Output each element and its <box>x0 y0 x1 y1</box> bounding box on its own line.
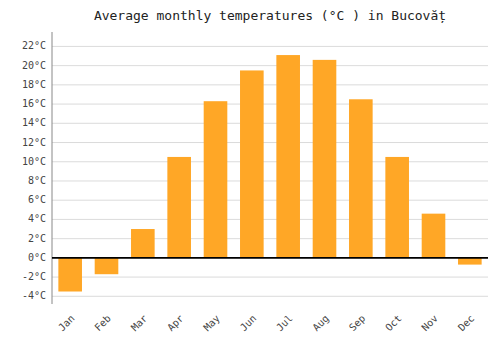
y-tick-label: 2°C <box>28 233 46 244</box>
bar <box>131 229 155 258</box>
x-tick-label: Feb <box>92 313 113 334</box>
bar <box>58 258 82 292</box>
grid-line <box>52 65 488 66</box>
y-tick-label: 22°C <box>22 40 46 51</box>
grid-line <box>52 161 488 162</box>
zero-line <box>52 257 488 259</box>
bar <box>95 258 119 274</box>
bar <box>167 157 191 258</box>
y-tick-label: 8°C <box>28 175 46 186</box>
x-tick-label: Sep <box>347 313 368 334</box>
bar <box>349 99 373 258</box>
grid-line <box>52 84 488 85</box>
grid-line <box>52 200 488 201</box>
x-tick-label: Nov <box>419 313 440 334</box>
grid-line <box>52 46 488 47</box>
bar <box>313 60 337 258</box>
grid <box>52 46 488 296</box>
y-tick-label: 10°C <box>22 156 46 167</box>
bars <box>58 55 481 291</box>
grid-line <box>52 277 488 278</box>
x-tick-label: Jul <box>274 313 295 334</box>
title: Average monthly temperatures (°C ) in Bu… <box>94 8 446 24</box>
bar <box>204 101 228 258</box>
bar <box>422 214 446 258</box>
y-tick-label: 14°C <box>22 117 46 128</box>
y-tick-label: -4°C <box>22 290 46 301</box>
y-tick-label: -2°C <box>22 271 46 282</box>
chart: Average monthly temperatures (°C ) in Bu… <box>0 0 500 350</box>
x-tick-label: Oct <box>383 313 404 334</box>
y-axis-line <box>52 32 53 304</box>
x-tick-label: Aug <box>310 313 331 334</box>
grid-line <box>52 123 488 124</box>
x-tick-label: Mar <box>129 313 150 334</box>
grid-line <box>52 142 488 143</box>
y-tick-label: 16°C <box>22 98 46 109</box>
y-tick-label: 4°C <box>28 213 46 224</box>
x-tick-label: Dec <box>456 313 477 334</box>
y-tick-label: 12°C <box>22 137 46 148</box>
x-tick-label: Jun <box>238 313 259 334</box>
bar <box>458 258 482 265</box>
grid-line <box>52 257 488 258</box>
bar <box>276 55 300 258</box>
grid-line <box>52 104 488 105</box>
y-tick-label: 20°C <box>22 60 46 71</box>
bar <box>385 157 409 258</box>
grid-line <box>52 296 488 297</box>
x-tick-label: Apr <box>165 313 186 334</box>
x-tick-label: Jan <box>56 313 77 334</box>
y-tick-label: 18°C <box>22 79 46 90</box>
grid-line <box>52 180 488 181</box>
bar <box>240 70 264 257</box>
x-tick-label: May <box>201 313 222 334</box>
y-tick-label: 6°C <box>28 194 46 205</box>
y-tick-label: 0°C <box>28 252 46 263</box>
